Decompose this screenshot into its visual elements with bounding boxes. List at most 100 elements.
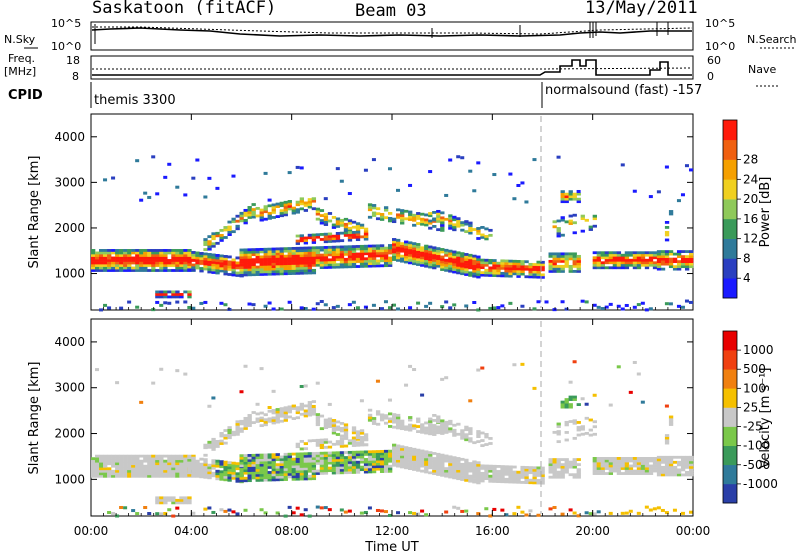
scatter-cell	[488, 514, 493, 518]
scatter-cell	[460, 267, 465, 271]
scatter-cell	[355, 222, 361, 226]
scatter-cell	[239, 261, 244, 264]
scatter-cell	[379, 413, 385, 417]
scatter-cell	[187, 463, 192, 467]
scatter-cell	[279, 409, 284, 413]
scatter-cell	[91, 254, 96, 257]
scatter-cell	[275, 465, 280, 469]
scatter-cell	[552, 468, 557, 472]
scatter-cell	[139, 269, 144, 272]
scatter-cell	[335, 433, 341, 436]
scatter-cell	[315, 420, 321, 424]
scatter-cell	[600, 253, 605, 257]
scatter-cell	[347, 453, 353, 457]
scatter-cell	[492, 264, 497, 267]
scatter-cell	[331, 234, 337, 238]
scatter-cell	[392, 463, 397, 467]
nave-label: Nave	[748, 63, 776, 76]
scatter-cell	[163, 266, 168, 270]
scatter-cell	[171, 501, 176, 505]
scatter-cell	[508, 269, 513, 273]
scatter-cell	[227, 426, 232, 429]
scatter-cell	[416, 245, 421, 249]
scatter-cell	[464, 255, 469, 259]
scatter-cell	[420, 462, 425, 465]
scatter-cell	[504, 477, 509, 481]
scatter-cell	[528, 478, 533, 482]
scatter-cell	[359, 399, 364, 403]
scatter-cell	[359, 431, 365, 435]
scatter-cell	[283, 470, 288, 474]
scatter-cell	[231, 263, 236, 267]
scatter-cell	[183, 501, 188, 505]
scatter-cell	[488, 269, 493, 272]
scatter-cell	[251, 260, 256, 264]
scatter-cell	[303, 261, 309, 265]
scatter-cell	[107, 469, 112, 473]
scatter-cell	[383, 256, 389, 260]
scatter-cell	[167, 295, 172, 299]
scatter-cell	[396, 454, 401, 458]
scatter-cell	[163, 290, 168, 294]
scatter-cell	[235, 266, 240, 270]
scatter-cell	[512, 262, 517, 266]
scatter-cell	[351, 262, 357, 266]
scatter-cell	[315, 459, 321, 463]
scatter-cell	[684, 260, 690, 264]
scatter-cell	[287, 247, 292, 250]
scatter-cell	[275, 511, 280, 515]
scatter-cell	[127, 259, 132, 262]
scatter-cell	[279, 460, 284, 464]
scatter-cell	[371, 467, 377, 471]
scatter-cell	[279, 209, 284, 213]
scatter-cell	[183, 254, 188, 257]
scatter-cell	[428, 420, 433, 423]
scatter-cell	[416, 243, 421, 246]
scatter-cell	[335, 265, 341, 269]
scatter-cell	[375, 452, 381, 456]
colorbar-tick-label: -500	[743, 458, 770, 472]
scatter-cell	[684, 250, 690, 253]
scatter-cell	[440, 255, 445, 259]
scatter-cell	[584, 300, 589, 304]
scatter-cell	[628, 263, 634, 267]
scatter-cell	[227, 268, 232, 271]
scatter-cell	[484, 467, 489, 470]
scatter-cell	[163, 496, 168, 500]
scatter-cell	[103, 178, 108, 182]
scatter-cell	[408, 241, 413, 245]
scatter-cell	[576, 475, 581, 479]
scatter-cell	[339, 265, 345, 269]
freq-panel: Freq. [MHz] 18 8 60 0 Nave	[4, 52, 778, 87]
scatter-cell	[359, 460, 365, 464]
scatter-cell	[203, 262, 208, 266]
scatter-cell	[448, 214, 453, 218]
xaxis-label: Time UT	[364, 540, 418, 554]
scatter-cell	[668, 455, 674, 459]
scatter-cell	[420, 217, 425, 221]
scatter-cell	[259, 273, 264, 276]
scatter-cell	[412, 247, 417, 251]
scatter-cell	[476, 435, 481, 438]
scatter-cell	[476, 473, 481, 477]
scatter-cell	[155, 501, 160, 505]
scatter-cell	[508, 467, 513, 471]
scatter-cell	[247, 414, 252, 417]
scatter-cell	[311, 241, 317, 244]
scatter-cell	[560, 475, 565, 479]
scatter-cell	[239, 268, 244, 272]
scatter-cell	[175, 459, 180, 463]
scatter-cell	[644, 472, 650, 475]
scatter-cell	[528, 270, 533, 274]
scatter-cell	[400, 244, 405, 248]
scatter-cell	[147, 459, 152, 463]
scatter-cell	[668, 418, 674, 421]
scatter-cell	[279, 468, 284, 471]
scatter-cell	[464, 263, 469, 266]
scatter-cell	[400, 455, 405, 459]
scatter-cell	[179, 469, 184, 473]
scatter-cell	[283, 249, 288, 253]
scatter-cell	[331, 426, 337, 430]
scatter-cell	[163, 259, 168, 262]
scatter-cell	[472, 228, 477, 231]
